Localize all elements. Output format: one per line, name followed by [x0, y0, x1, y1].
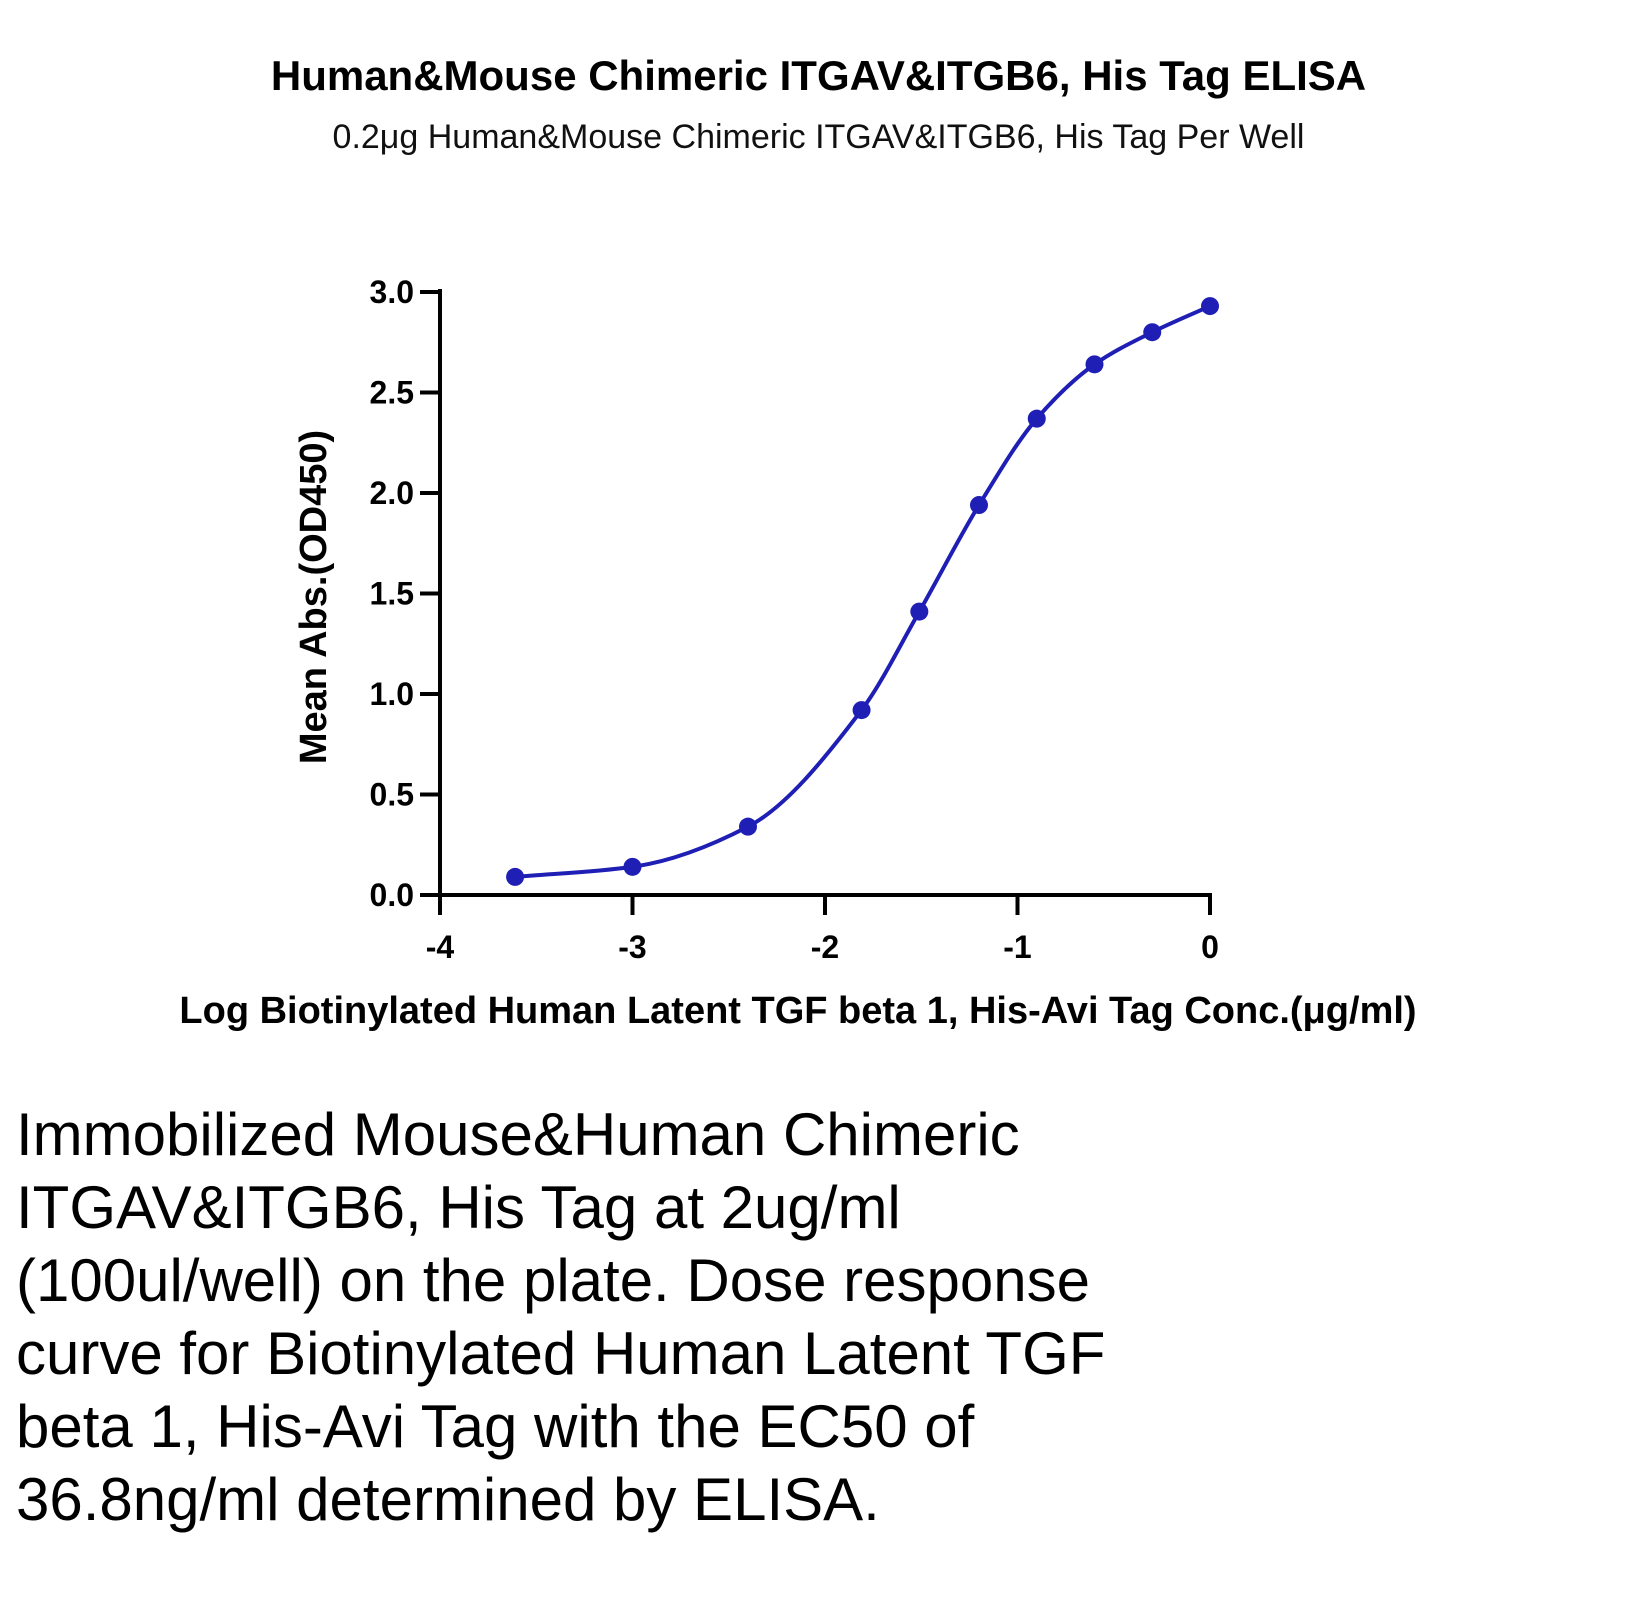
ticks: 0.0 0.5 1.0 1.5 2.0 2.5 3.0 -4 -3 -2 -1 0 [370, 274, 1219, 965]
data-point [970, 496, 988, 515]
fit-curve-layer [514, 304, 1211, 879]
x-tick-label: -2 [811, 929, 839, 965]
data-point [739, 817, 757, 836]
chart: 0.0 0.5 1.0 1.5 2.0 2.5 3.0 -4 -3 -2 -1 0 Log Bioti… [179, 274, 1416, 1032]
x-tick-label: -1 [1003, 929, 1031, 965]
y-tick-label: 0.5 [370, 777, 414, 813]
x-tick-label: -4 [426, 929, 455, 965]
axes [438, 289, 1212, 897]
data-points [506, 297, 1219, 886]
data-point [1085, 355, 1104, 374]
chart-subtitle: 0.2μg Human&Mouse Chimeric ITGAV&ITGB6, … [332, 118, 1305, 156]
x-axis-title: Log Biotinylated Human Latent TGF beta 1… [179, 990, 1416, 1032]
y-tick-label: 1.5 [370, 576, 414, 612]
x-tick-label: -3 [618, 929, 646, 965]
description-text: Immobilized Mouse&Human Chimeric ITGAV&I… [16, 1101, 1106, 1533]
data-point [1143, 323, 1162, 342]
y-axis-title: Mean Abs.(OD450) [293, 430, 335, 764]
fit-curve [514, 304, 1211, 879]
data-point [623, 857, 642, 876]
data-point [910, 602, 929, 621]
y-tick-label: 1.0 [370, 676, 414, 712]
y-tick-label: 2.5 [370, 375, 414, 411]
y-tick-label: 3.0 [370, 274, 414, 310]
data-point [1027, 409, 1046, 428]
data-point [852, 701, 871, 720]
data-point [506, 867, 525, 886]
chart-title: Human&Mouse Chimeric ITGAV&ITGB6, His Ta… [270, 52, 1367, 99]
y-tick-label: 0.0 [370, 877, 414, 913]
y-tick-label: 2.0 [370, 475, 414, 511]
data-point [1201, 297, 1219, 316]
x-tick-label: 0 [1201, 929, 1219, 965]
